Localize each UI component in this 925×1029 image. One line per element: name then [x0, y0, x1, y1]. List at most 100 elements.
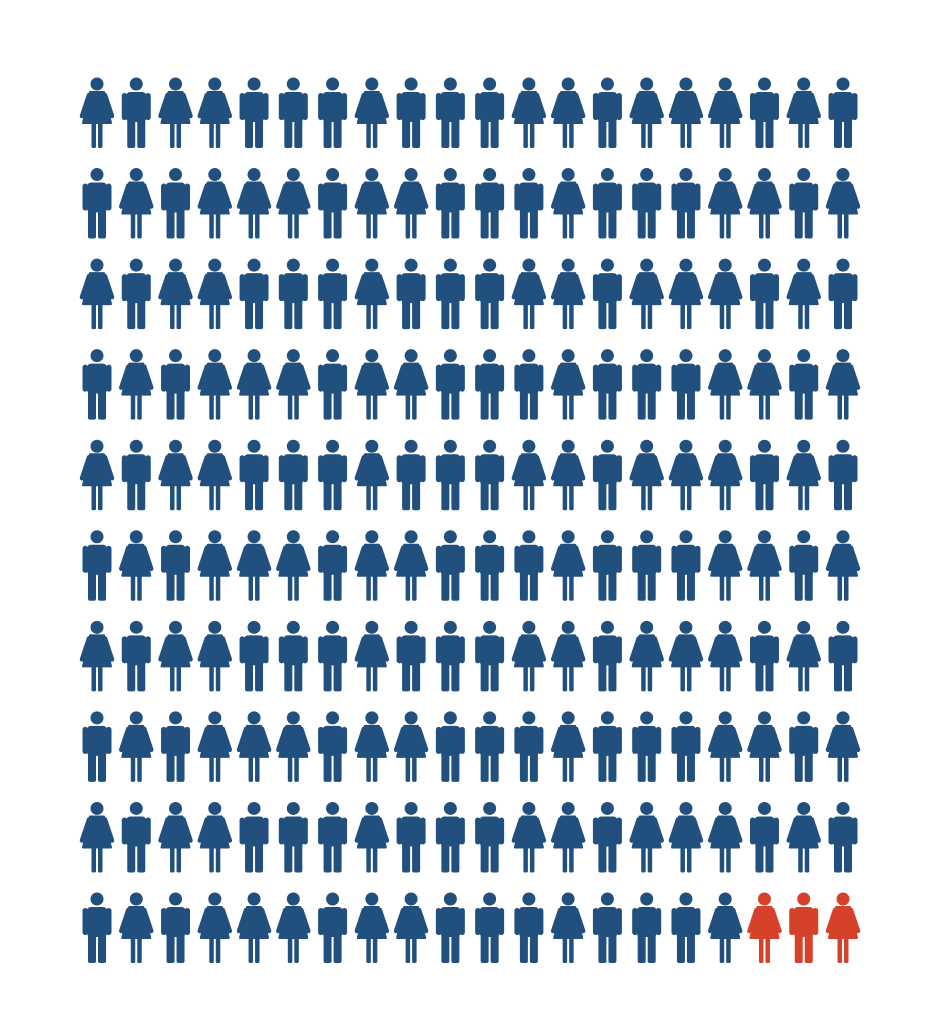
person-icon [671, 711, 701, 782]
person-icon [789, 349, 819, 420]
person-icon [550, 168, 586, 239]
person-icon [825, 530, 861, 601]
person-icon [79, 77, 115, 148]
person-icon [239, 258, 269, 330]
person-icon [707, 168, 743, 239]
person-icon [435, 258, 465, 330]
person-icon [435, 168, 465, 239]
person-icon [550, 620, 586, 692]
person-icon [435, 801, 465, 873]
person-icon [668, 77, 704, 148]
person-icon [668, 620, 704, 692]
person-icon [786, 620, 821, 692]
person-icon [786, 801, 821, 873]
person-icon [629, 801, 664, 873]
person-icon [514, 530, 544, 601]
person-icon [396, 77, 426, 148]
person-icon [79, 258, 115, 330]
person-icon [197, 530, 233, 601]
person-icon [592, 620, 622, 692]
person-icon [786, 77, 821, 148]
person-icon [632, 168, 662, 239]
person-icon [592, 530, 622, 601]
person-icon [354, 439, 390, 511]
person-icon [278, 801, 308, 873]
person-icon [475, 168, 505, 239]
person-icon [396, 439, 426, 511]
person-icon [707, 258, 743, 330]
person-icon [592, 77, 622, 148]
person-icon [707, 892, 743, 963]
person-icon [278, 620, 308, 692]
person-icon [550, 801, 586, 873]
person-icon [629, 258, 664, 330]
person-icon [236, 711, 272, 782]
person-icon [550, 530, 586, 601]
person-icon [632, 349, 662, 420]
person-icon [749, 801, 779, 873]
person-icon [786, 258, 821, 330]
person-icon [318, 349, 348, 420]
person-icon [239, 439, 269, 511]
person-icon [354, 801, 390, 873]
person-icon [197, 711, 233, 782]
person-icon [749, 258, 779, 330]
person-icon [158, 439, 193, 511]
person-icon [393, 168, 429, 239]
person-icon [749, 439, 779, 511]
person-icon [789, 530, 819, 601]
person-icon [318, 530, 348, 601]
person-icon [197, 620, 233, 692]
person-icon [354, 77, 390, 148]
person-icon [789, 892, 819, 963]
person-icon [514, 892, 544, 963]
person-icon [475, 620, 505, 692]
person-icon [79, 620, 115, 692]
person-icon [278, 258, 308, 330]
person-icon [119, 711, 154, 782]
person-icon [828, 620, 858, 692]
person-icon [592, 168, 622, 239]
person-icon [475, 801, 505, 873]
person-icon [158, 801, 193, 873]
person-icon [435, 711, 465, 782]
person-icon [197, 349, 233, 420]
person-icon [550, 439, 586, 511]
person-icon [354, 168, 390, 239]
person-icon [671, 530, 701, 601]
person-icon [707, 711, 743, 782]
person-icon [592, 892, 622, 963]
person-icon [318, 168, 348, 239]
person-icon [668, 439, 704, 511]
person-icon [354, 892, 390, 963]
person-icon [435, 77, 465, 148]
person-icon [435, 349, 465, 420]
person-icon [550, 892, 586, 963]
person-icon [514, 711, 544, 782]
person-icon [789, 168, 819, 239]
person-icon [119, 168, 154, 239]
person-icon [435, 620, 465, 692]
person-icon [592, 439, 622, 511]
person-icon [161, 530, 191, 601]
person-icon [789, 711, 819, 782]
person-icon [354, 620, 390, 692]
person-icon [236, 892, 272, 963]
person-icon [276, 168, 311, 239]
person-icon [318, 258, 348, 330]
person-icon [276, 349, 311, 420]
person-icon [825, 349, 861, 420]
person-icon [747, 892, 782, 963]
person-icon [197, 892, 233, 963]
person-icon [236, 168, 272, 239]
person-icon [239, 801, 269, 873]
person-icon [629, 77, 664, 148]
person-icon [632, 892, 662, 963]
person-icon [239, 620, 269, 692]
person-icon [511, 801, 547, 873]
person-icon [236, 530, 272, 601]
person-icon [747, 168, 782, 239]
person-icon [121, 620, 151, 692]
person-icon [396, 258, 426, 330]
